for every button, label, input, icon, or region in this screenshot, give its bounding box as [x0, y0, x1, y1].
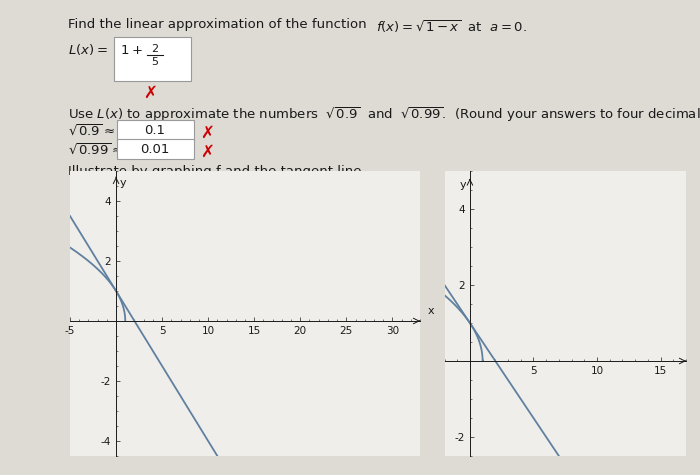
Text: x: x: [428, 306, 434, 316]
FancyBboxPatch shape: [117, 120, 194, 140]
Text: y: y: [120, 179, 127, 189]
Text: $\sqrt{0.9} \approx$: $\sqrt{0.9} \approx$: [68, 124, 115, 139]
FancyBboxPatch shape: [114, 37, 191, 81]
Text: Find the linear approximation of the function: Find the linear approximation of the fun…: [68, 18, 367, 31]
Text: 0.01: 0.01: [140, 143, 169, 156]
FancyBboxPatch shape: [117, 139, 194, 159]
Text: $\sqrt{0.99} \approx$: $\sqrt{0.99} \approx$: [68, 143, 123, 158]
Text: 5: 5: [151, 57, 158, 67]
Text: $1 +$: $1 +$: [120, 44, 143, 57]
Text: y: y: [459, 180, 466, 190]
Text: 0.1: 0.1: [144, 124, 165, 137]
Text: Illustrate by graphing f and the tangent line.: Illustrate by graphing f and the tangent…: [68, 165, 365, 178]
Text: ✗: ✗: [143, 84, 157, 102]
Text: $f(x) = \sqrt{1-x}$  at  $a = 0.$: $f(x) = \sqrt{1-x}$ at $a = 0.$: [376, 18, 527, 35]
Text: 2: 2: [151, 44, 159, 54]
Text: ✗: ✗: [200, 124, 214, 142]
Text: ✗: ✗: [200, 143, 214, 161]
Text: $L(x) =$: $L(x) =$: [68, 42, 108, 57]
Text: Use $L(x)$ to approximate the numbers  $\sqrt{0.9}$  and  $\sqrt{0.99}$.  (Round: Use $L(x)$ to approximate the numbers $\…: [68, 105, 700, 124]
